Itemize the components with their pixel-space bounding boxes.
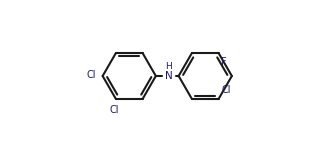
Text: Cl: Cl <box>86 70 96 80</box>
Text: Cl: Cl <box>110 105 119 115</box>
Text: F: F <box>221 57 226 67</box>
Text: Cl: Cl <box>221 85 231 95</box>
Text: H: H <box>165 62 172 71</box>
Text: N: N <box>165 71 173 81</box>
